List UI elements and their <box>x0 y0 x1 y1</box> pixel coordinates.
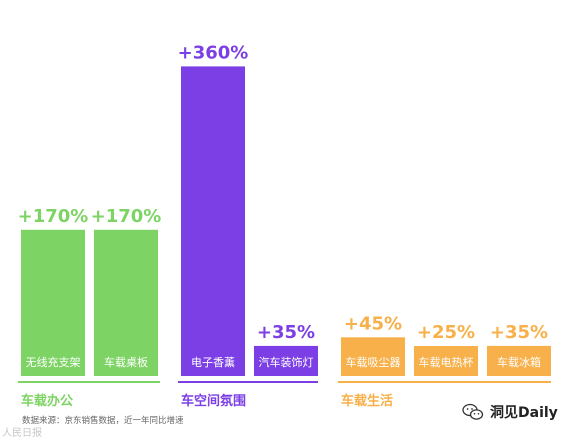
data-label: +45% <box>344 313 402 334</box>
wechat-icon <box>462 403 484 421</box>
group-label: 车空间氛围 <box>181 393 246 409</box>
bar <box>21 229 85 376</box>
watermark-left: 人民日报 <box>2 428 42 439</box>
data-label: +25% <box>417 322 475 343</box>
data-label: +35% <box>257 322 315 343</box>
bar-label: 车载电热杯 <box>419 355 474 369</box>
group-label: 车载生活 <box>341 393 393 409</box>
brand: 洞见Daily <box>462 402 558 422</box>
data-label: +360% <box>178 42 249 63</box>
bar-label: 汽车装饰灯 <box>259 355 314 369</box>
bar <box>341 337 405 376</box>
brand-name: 洞见Daily <box>490 405 558 421</box>
bar-label: 无线充支架 <box>26 355 81 369</box>
bar-label: 电子香薰 <box>191 355 235 369</box>
bar-label: 车载冰箱 <box>497 355 541 369</box>
bar-label: 车载吸尘器 <box>346 355 401 369</box>
data-label: +170% <box>18 206 89 227</box>
source-note: 数据来源：京东销售数据，近一年同比增速 <box>22 416 184 426</box>
bar <box>254 345 318 376</box>
bar-label: 车载桌板 <box>104 355 148 369</box>
bar <box>487 345 551 376</box>
bar <box>181 66 245 377</box>
data-label: +35% <box>490 322 548 343</box>
bar <box>94 229 158 376</box>
group-label: 车载办公 <box>21 393 73 409</box>
bar <box>414 346 478 376</box>
data-label: +170% <box>91 206 162 227</box>
